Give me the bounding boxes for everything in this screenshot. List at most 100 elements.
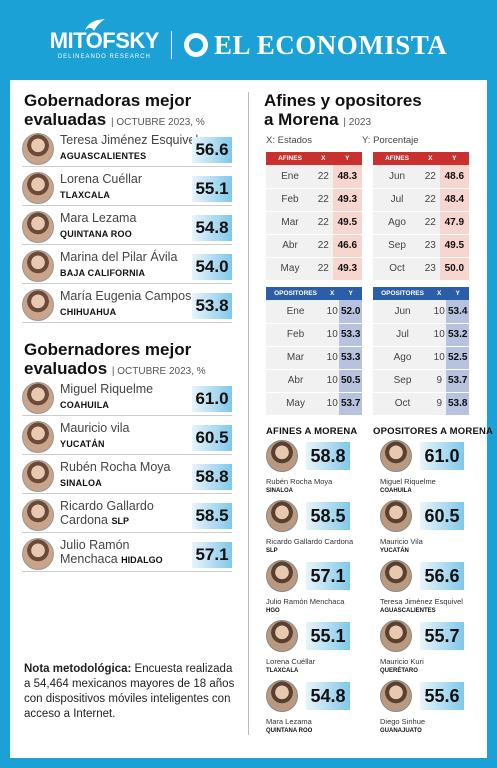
y-cell: 48.3 [332,165,362,189]
y-cell: 46.6 [332,234,362,258]
governor-row: Lorena Cuéllar TLAXCALA 55.1 [22,170,232,206]
ranking-item: 56.6 Teresa Jiménez Esquivel AGUASCALIENTE… [380,560,480,618]
month-cell: May [266,257,315,281]
governor-name: Lorena Cuéllar [60,172,142,186]
month-cell: Oct [373,257,422,281]
column-divider [248,92,249,735]
approval-score: 53.8 [192,293,232,319]
ranking-name: Mara Lezama [266,717,312,726]
month-cell: Feb [266,323,326,347]
afines-table-1: AFINES X Y Ene 22 48.3 Feb 22 49.3 Mar 22 49.5 Abr 22… [266,152,362,281]
avatar [22,499,54,531]
x-cell: 10 [325,300,340,324]
x-cell: 23 [421,257,440,281]
title-line: Afines y opositores [264,91,422,110]
name-part: Menchaca [60,552,118,566]
ranking-score: 61.0 [420,442,464,470]
y-cell: 50.0 [439,257,469,281]
table-row: Oct 23 50.0 [373,257,469,281]
x-axis-note: X: Estados [266,135,312,146]
y-cell: 53.4 [446,300,469,324]
avatar [22,133,54,165]
governor-name: María Eugenia Campos [60,289,192,303]
y-cell: 53.8 [446,392,469,416]
mitofsky-logo: MITOFSKY DELINEANDO RESEARCH [50,19,159,60]
ranking-score: 55.7 [420,622,464,650]
governor-name: Rubén Rocha Moya [60,460,171,474]
avatar [266,620,298,652]
table-row: Sep 23 49.5 [373,234,469,258]
opositores-table-2: OPOSITORES X Y Jun 10 53.4 Jul 10 53.2 Ago 10 52.5 S… [373,287,469,416]
name-part: Cardona [60,513,108,527]
group-header: OPOSITORES [266,287,326,300]
ranking-name: Rubén Rocha Moya [266,477,333,486]
avatar [22,172,54,204]
table-header: AFINES X Y [266,152,362,165]
ranking-state: QUERÉTARO [380,668,418,674]
ranking-item: 55.6 Diego Sinhue GUANAJUATO [380,680,480,738]
x-cell: 22 [314,188,333,212]
governor-row: Marina del Pilar Ávila BAJA CALIFORNIA 54.… [22,248,232,284]
x-cell: 10 [325,392,340,416]
ranking-name: Mauricio Kuri [380,657,424,666]
ranking-name: Ricardo Gallardo Cardona [266,537,354,546]
avatar [22,211,54,243]
ranking-score: 60.5 [420,502,464,530]
table-row: Jun 22 48.6 [373,165,469,189]
ranking-name: Lorena Cuéllar [266,657,316,666]
avatar [22,250,54,282]
ranking-name: Miguel Riquelme [380,477,436,486]
x-cell: 10 [325,323,340,347]
avatar [380,680,412,712]
ranking-score: 54.8 [306,682,350,710]
title-line: a Morena [264,110,339,129]
y-cell: 52.5 [446,346,469,370]
month-cell: Abr [266,234,315,258]
economista-icon [183,33,208,57]
ranking-item: 58.8 Rubén Rocha Moya SINALOA [266,440,366,498]
governor-name-line2: Cardona SLP [60,513,129,528]
governor-row: Ricardo Gallardo Cardona SLP 58.5 [22,497,232,533]
month-cell: Sep [373,369,433,393]
ranking-state: COAHUILA [380,488,412,494]
table-row: Jul 10 53.2 [373,323,469,347]
table-row: Jul 22 48.4 [373,188,469,212]
governor-row: Mauricio vila YUCATÁN 60.5 [22,419,232,455]
governor-row: Teresa Jiménez Esquivel AGUASCALIENTES 56.… [22,131,232,167]
x-header: X [325,287,340,300]
approval-score: 54.8 [192,215,232,241]
x-header: X [432,287,447,300]
month-cell: Ene [266,300,326,324]
governor-state: TLAXCALA [60,190,111,200]
table-row: Ene 22 48.3 [266,165,362,189]
y-cell: 48.6 [439,165,469,189]
governor-state: CHIHUAHUA [60,307,117,317]
x-cell: 22 [314,257,333,281]
month-cell: Jul [373,323,433,347]
month-cell: Abr [266,369,326,393]
ranking-score: 58.8 [306,442,350,470]
y-cell: 53.7 [446,369,469,393]
governor-row: María Eugenia Campos CHIHUAHUA 53.8 [22,287,232,323]
table-row: Feb 22 49.3 [266,188,362,212]
x-cell: 9 [432,369,447,393]
month-cell: Sep [373,234,422,258]
economista-wordmark: EL ECONOMISTA [213,29,448,60]
y-cell: 48.4 [439,188,469,212]
opositores-table-1: OPOSITORES X Y Ene 10 52.0 Feb 10 53.3 Mar 10 53.3 A… [266,287,362,416]
month-cell: May [266,392,326,416]
month-cell: Ene [266,165,315,189]
y-header: Y [446,287,469,300]
group-header: AFINES [373,152,422,165]
y-cell: 53.7 [339,392,362,416]
governor-state: AGUASCALIENTES [60,151,147,161]
month-cell: Ago [373,211,422,235]
mitofsky-tagline: DELINEANDO RESEARCH [57,54,151,60]
y-cell: 53.2 [446,323,469,347]
ranking-state: AGUASCALIENTES [380,608,436,614]
table-row: Mar 22 49.5 [266,211,362,235]
subtitle: OCTUBRE 2023, % [117,366,206,377]
y-cell: 47.9 [439,211,469,235]
governor-name: Miguel Riquelme [60,382,154,396]
